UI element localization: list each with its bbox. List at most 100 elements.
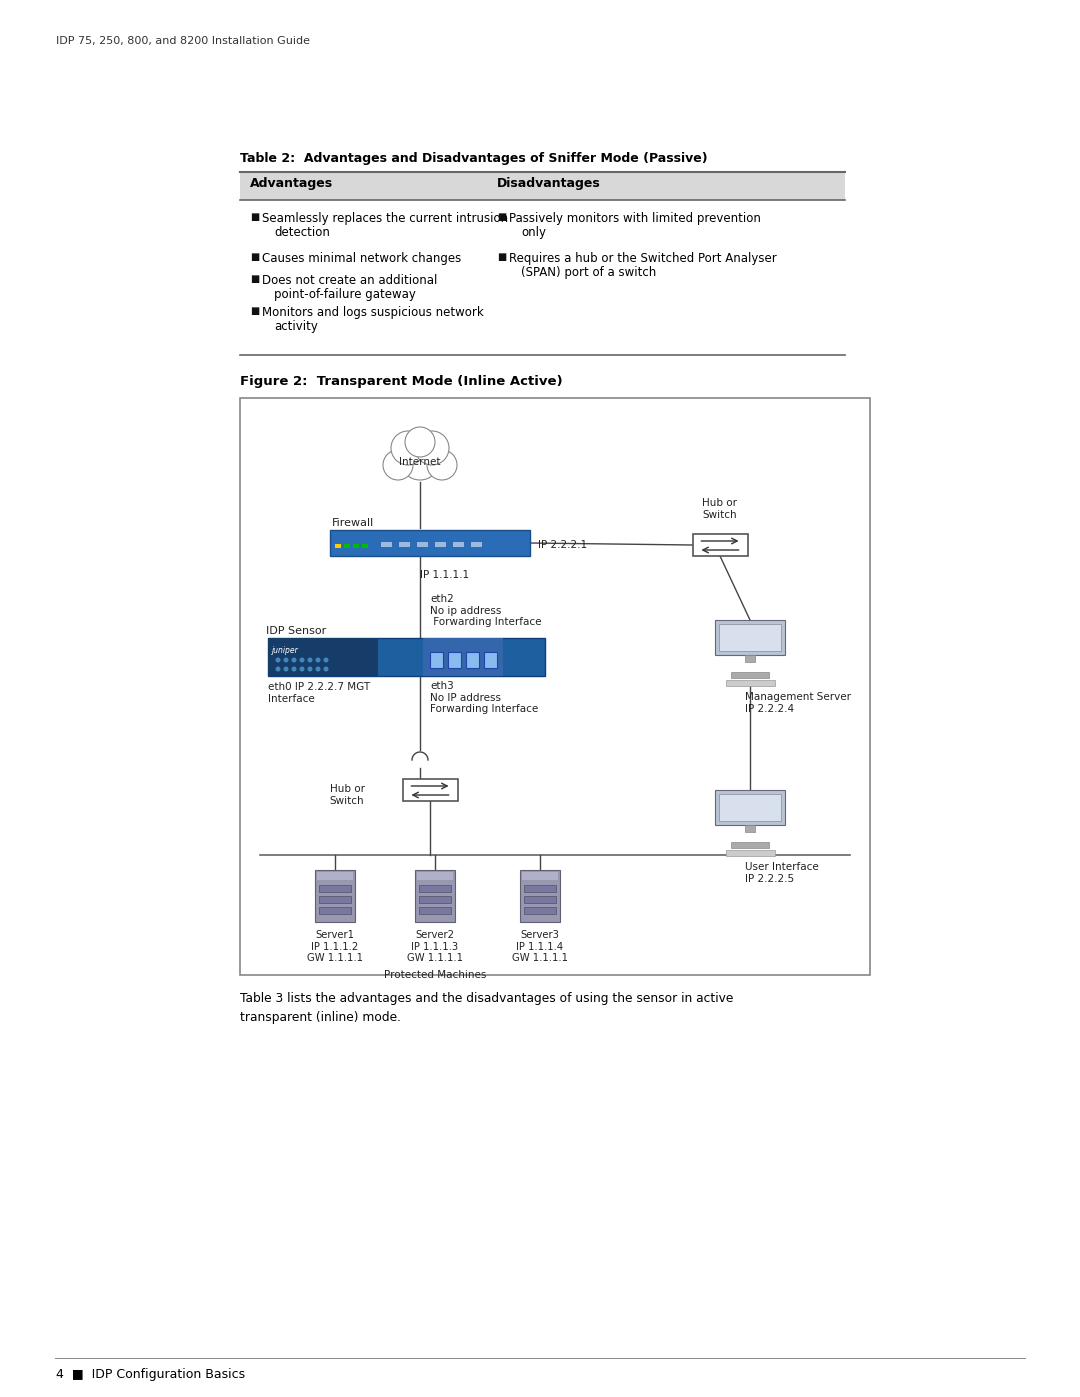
Text: Table 2:  Advantages and Disadvantages of Sniffer Mode (Passive): Table 2: Advantages and Disadvantages of… bbox=[240, 152, 707, 165]
Text: eth2
No ip address
 Forwarding Interface: eth2 No ip address Forwarding Interface bbox=[430, 594, 541, 627]
Bar bbox=[330, 529, 530, 556]
Text: Does not create an additional: Does not create an additional bbox=[262, 274, 437, 286]
Bar bbox=[362, 543, 368, 548]
Text: juniper: juniper bbox=[272, 645, 299, 655]
Text: Table 3 lists the advantages and the disadvantages of using the sensor in active: Table 3 lists the advantages and the dis… bbox=[240, 992, 733, 1024]
Text: 4  ■  IDP Configuration Basics: 4 ■ IDP Configuration Basics bbox=[56, 1368, 245, 1382]
Circle shape bbox=[275, 666, 281, 672]
Bar bbox=[524, 886, 556, 893]
Text: IP 2.2.2.1: IP 2.2.2.1 bbox=[538, 541, 588, 550]
Bar bbox=[419, 907, 451, 914]
Bar bbox=[419, 895, 451, 902]
Bar bbox=[731, 672, 769, 678]
Text: Server1
IP 1.1.1.2
GW 1.1.1.1: Server1 IP 1.1.1.2 GW 1.1.1.1 bbox=[307, 930, 363, 963]
Bar bbox=[719, 624, 781, 651]
Bar bbox=[715, 789, 785, 824]
Text: eth0 IP 2.2.2.7 MGT
Interface: eth0 IP 2.2.2.7 MGT Interface bbox=[268, 682, 370, 704]
Bar bbox=[453, 541, 464, 548]
Bar bbox=[319, 895, 351, 902]
Bar bbox=[434, 541, 446, 548]
Text: Firewall: Firewall bbox=[332, 518, 375, 528]
Bar bbox=[315, 870, 355, 922]
Text: ■: ■ bbox=[249, 306, 259, 316]
Text: (SPAN) port of a switch: (SPAN) port of a switch bbox=[521, 265, 657, 279]
Text: User Interface
IP 2.2.2.5: User Interface IP 2.2.2.5 bbox=[745, 862, 819, 883]
Circle shape bbox=[315, 658, 321, 662]
Bar bbox=[319, 886, 351, 893]
Text: Passively monitors with limited prevention: Passively monitors with limited preventi… bbox=[509, 212, 761, 225]
Text: Seamlessly replaces the current intrusion: Seamlessly replaces the current intrusio… bbox=[262, 212, 508, 225]
Bar bbox=[353, 543, 359, 548]
Circle shape bbox=[283, 666, 288, 672]
Bar bbox=[380, 541, 392, 548]
Bar bbox=[423, 638, 503, 676]
Text: ■: ■ bbox=[497, 251, 507, 263]
Circle shape bbox=[324, 666, 328, 672]
Bar bbox=[726, 680, 774, 686]
Bar bbox=[403, 780, 458, 800]
Text: ■: ■ bbox=[249, 274, 259, 284]
Text: ■: ■ bbox=[249, 212, 259, 222]
Bar bbox=[524, 907, 556, 914]
Text: Hub or
Switch: Hub or Switch bbox=[702, 499, 738, 520]
Circle shape bbox=[292, 658, 297, 662]
Circle shape bbox=[315, 666, 321, 672]
Circle shape bbox=[405, 427, 435, 457]
Circle shape bbox=[275, 658, 281, 662]
Text: Advantages: Advantages bbox=[249, 177, 333, 190]
Text: Disadvantages: Disadvantages bbox=[497, 177, 600, 190]
Circle shape bbox=[400, 440, 440, 481]
Text: detection: detection bbox=[274, 226, 329, 239]
Bar bbox=[726, 849, 774, 856]
Bar bbox=[719, 793, 781, 821]
Text: Figure 2:  Transparent Mode (Inline Active): Figure 2: Transparent Mode (Inline Activ… bbox=[240, 374, 563, 388]
Bar bbox=[524, 895, 556, 902]
Text: ■: ■ bbox=[249, 251, 259, 263]
Bar bbox=[419, 886, 451, 893]
Bar bbox=[240, 172, 845, 200]
Circle shape bbox=[383, 450, 413, 481]
Bar bbox=[692, 534, 747, 556]
Text: Server2
IP 1.1.1.3
GW 1.1.1.1: Server2 IP 1.1.1.3 GW 1.1.1.1 bbox=[407, 930, 463, 963]
Bar bbox=[268, 638, 378, 676]
Bar bbox=[399, 541, 410, 548]
Bar bbox=[430, 652, 443, 668]
Bar bbox=[484, 652, 497, 668]
Bar bbox=[470, 541, 482, 548]
Bar bbox=[417, 872, 453, 880]
Bar bbox=[715, 620, 785, 655]
Bar bbox=[416, 541, 428, 548]
Text: Monitors and logs suspicious network: Monitors and logs suspicious network bbox=[262, 306, 484, 319]
Circle shape bbox=[324, 658, 328, 662]
Text: only: only bbox=[521, 226, 546, 239]
Text: Management Server
IP 2.2.2.4: Management Server IP 2.2.2.4 bbox=[745, 692, 851, 714]
Text: IDP Sensor: IDP Sensor bbox=[266, 626, 326, 636]
Text: IDP 75, 250, 800, and 8200 Installation Guide: IDP 75, 250, 800, and 8200 Installation … bbox=[56, 36, 310, 46]
Text: Internet: Internet bbox=[400, 457, 441, 467]
Bar bbox=[415, 870, 455, 922]
Circle shape bbox=[427, 450, 457, 481]
Bar bbox=[345, 543, 350, 548]
Text: point-of-failure gateway: point-of-failure gateway bbox=[274, 288, 416, 300]
Bar bbox=[522, 872, 558, 880]
Circle shape bbox=[283, 658, 288, 662]
Bar bbox=[268, 638, 545, 676]
Text: Protected Machines: Protected Machines bbox=[383, 970, 486, 981]
Circle shape bbox=[415, 432, 449, 465]
Circle shape bbox=[292, 666, 297, 672]
Circle shape bbox=[308, 666, 312, 672]
Text: Causes minimal network changes: Causes minimal network changes bbox=[262, 251, 461, 265]
Circle shape bbox=[299, 658, 305, 662]
Text: Server3
IP 1.1.1.4
GW 1.1.1.1: Server3 IP 1.1.1.4 GW 1.1.1.1 bbox=[512, 930, 568, 963]
Bar bbox=[731, 842, 769, 848]
Bar bbox=[319, 907, 351, 914]
Bar bbox=[448, 652, 461, 668]
Text: eth3
No IP address
Forwarding Interface: eth3 No IP address Forwarding Interface bbox=[430, 680, 538, 714]
Circle shape bbox=[391, 432, 426, 465]
Bar bbox=[335, 543, 341, 548]
Text: IP 1.1.1.1: IP 1.1.1.1 bbox=[420, 570, 469, 580]
Bar bbox=[318, 872, 353, 880]
Text: Hub or
Switch: Hub or Switch bbox=[329, 784, 365, 806]
Bar bbox=[745, 824, 755, 831]
Text: ■: ■ bbox=[497, 212, 507, 222]
